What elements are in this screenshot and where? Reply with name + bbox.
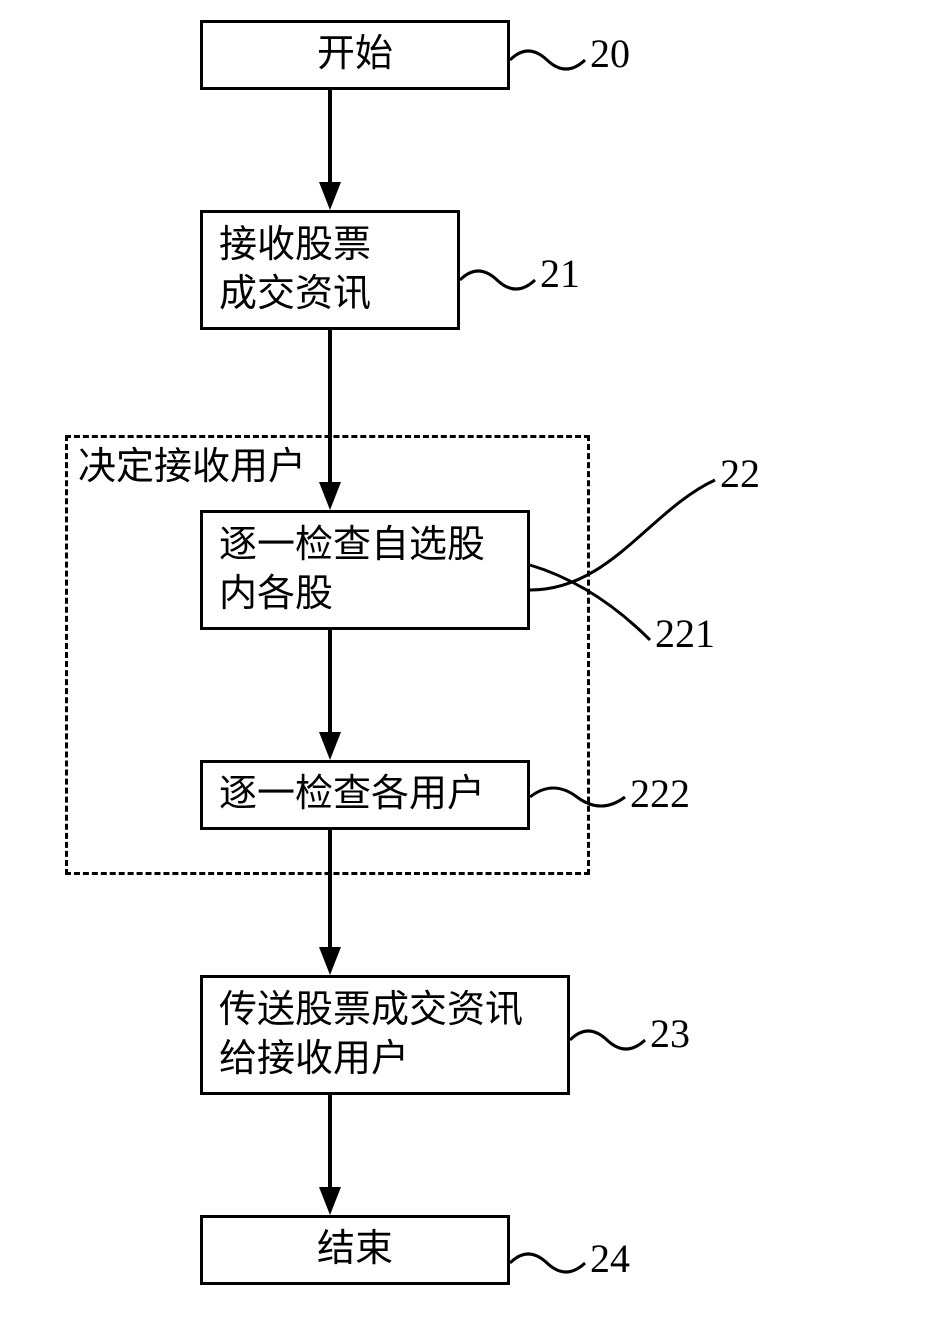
tilde-21 [460, 265, 535, 295]
tilde-24 [510, 1248, 585, 1278]
node-check-users-label: 逐一检查各用户 [219, 770, 485, 819]
arrow-221-222 [328, 630, 332, 735]
node-end-label: 结束 [317, 1225, 393, 1274]
arrow-20-21 [328, 90, 332, 185]
arrow-head-21-221 [319, 482, 341, 510]
group-label-22: 决定接收用户 [78, 443, 306, 492]
tilde-20 [510, 45, 585, 75]
ref-24: 24 [590, 1235, 630, 1282]
arrow-21-221 [328, 330, 332, 485]
arrow-head-222-23 [319, 947, 341, 975]
node-start: 开始 [200, 20, 510, 90]
tilde-222 [530, 782, 625, 812]
tilde-23 [570, 1025, 645, 1055]
node-receive-info-label: 接收股票 成交资讯 [219, 221, 371, 320]
arrow-head-221-222 [319, 732, 341, 760]
node-start-label: 开始 [317, 30, 393, 79]
arrow-head-23-24 [319, 1187, 341, 1215]
node-check-stocks: 逐一检查自选股 内各股 [200, 510, 530, 630]
node-send-info: 传送股票成交资讯 给接收用户 [200, 975, 570, 1095]
arrow-23-24 [328, 1095, 332, 1190]
arrow-222-23 [328, 830, 332, 950]
arrow-head-20-21 [319, 182, 341, 210]
node-end: 结束 [200, 1215, 510, 1285]
node-check-stocks-label: 逐一检查自选股 内各股 [219, 521, 485, 620]
ref-21: 21 [540, 250, 580, 297]
node-check-users: 逐一检查各用户 [200, 760, 530, 830]
ref-222: 222 [630, 770, 690, 817]
ref-20: 20 [590, 30, 630, 77]
leader-221 [530, 560, 670, 660]
node-send-info-label: 传送股票成交资讯 给接收用户 [219, 986, 523, 1085]
ref-23: 23 [650, 1010, 690, 1057]
node-receive-info: 接收股票 成交资讯 [200, 210, 460, 330]
flowchart-canvas: 决定接收用户 开始 接收股票 成交资讯 逐一检查自选股 内各股 逐一检查各用户 … [0, 0, 940, 1344]
